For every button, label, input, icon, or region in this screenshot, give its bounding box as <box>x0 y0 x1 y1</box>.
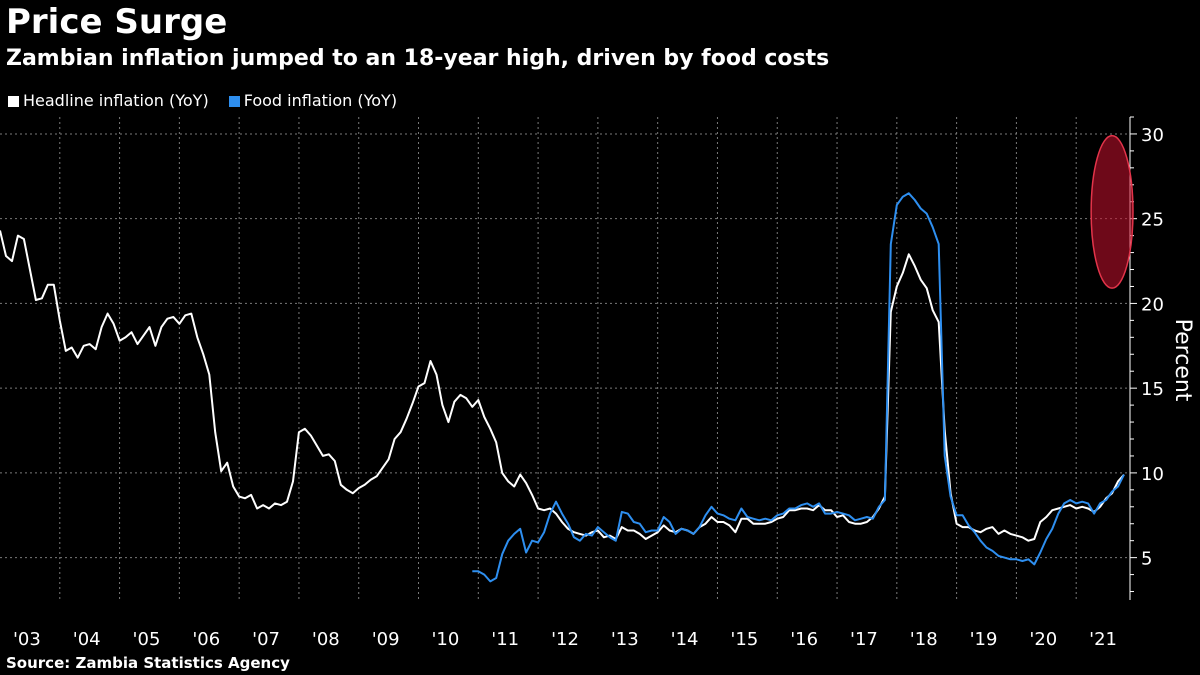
x-tick-label: '07 <box>252 629 280 650</box>
x-tick-label: '10 <box>431 629 459 650</box>
y-axis-label: Percent <box>1170 319 1195 402</box>
y-tick-label: 10 <box>1141 464 1164 485</box>
x-tick-label: '13 <box>611 629 639 650</box>
legend-entry-food: Food inflation (YoY) <box>228 90 398 112</box>
x-tick-label: '11 <box>491 629 519 650</box>
y-tick-label: 15 <box>1141 379 1164 400</box>
source-note: Source: Zambia Statistics Agency <box>6 654 290 672</box>
highlight-layer <box>1090 134 1134 289</box>
x-tick-label: '08 <box>312 629 340 650</box>
legend-swatch-food <box>228 95 240 107</box>
x-tick-label: '06 <box>192 629 220 650</box>
x-tick-label: '09 <box>372 629 400 650</box>
x-tick-label: '16 <box>790 629 818 650</box>
y-axis: 5 10 15 20 25 30 <box>1129 116 1164 600</box>
legend-label-headline: Headline inflation (YoY) <box>23 91 209 110</box>
x-tick-label: '21 <box>1089 629 1117 650</box>
x-tick-label: '18 <box>910 629 938 650</box>
series-line-food <box>472 192 1125 583</box>
series-lines <box>0 192 1125 583</box>
legend-label-food: Food inflation (YoY) <box>243 91 398 110</box>
highlight-ellipse <box>1090 134 1134 289</box>
x-tick-label: '17 <box>850 629 878 650</box>
x-tick-label: '14 <box>671 629 699 650</box>
chart-subtitle: Zambian inflation jumped to an 18-year h… <box>6 46 830 71</box>
y-tick-label: 20 <box>1141 294 1164 315</box>
x-tick-label: '03 <box>13 629 41 650</box>
x-tick-label: '19 <box>970 629 998 650</box>
x-tick-label: '20 <box>1029 629 1057 650</box>
legend-entry-headline: Headline inflation (YoY) <box>8 90 209 112</box>
x-tick-label: '04 <box>73 629 101 650</box>
x-tick-label: '15 <box>730 629 758 650</box>
x-tick-label: '12 <box>551 629 579 650</box>
y-tick-label: 5 <box>1141 549 1152 570</box>
gridlines <box>0 117 1130 600</box>
series-line-headline <box>0 230 1125 542</box>
chart-title: Price Surge <box>6 2 228 42</box>
x-tick-label: '05 <box>133 629 161 650</box>
x-axis: '03 '04 '05 '06 '07 '08 '09 '10 '11 '12 '13 '14 '15 '… <box>13 629 1117 650</box>
legend-swatch-headline <box>8 95 19 107</box>
y-tick-label: 25 <box>1141 210 1164 231</box>
y-tick-label: 30 <box>1141 125 1164 146</box>
legend: Headline inflation (YoY) Food inflation … <box>8 90 397 112</box>
